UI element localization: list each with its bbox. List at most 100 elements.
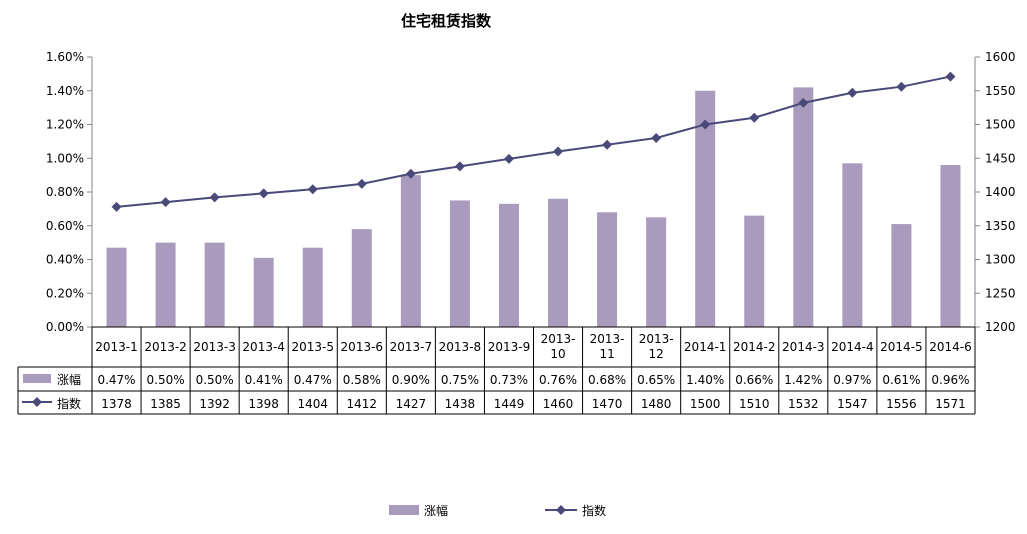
table-cell-change: 0.50% <box>147 373 185 387</box>
table-cell-change: 0.76% <box>539 373 577 387</box>
legend-label: 指数 <box>582 503 606 518</box>
index-marker-2014-2 <box>749 112 760 123</box>
right-axis-tick-label: 1250 <box>985 286 1016 300</box>
table-cell-change: 0.61% <box>882 373 920 387</box>
table-cell-index: 1500 <box>690 397 721 411</box>
table-cell-change: 0.41% <box>245 373 283 387</box>
left-axis-tick-label: 0.80% <box>46 185 84 199</box>
table-cell-change: 1.42% <box>784 373 822 387</box>
x-tick-label: 2014-1 <box>684 340 727 354</box>
bar-2013-9 <box>498 203 519 327</box>
x-tick-label: 2013-7 <box>390 340 433 354</box>
index-marker-2013-7 <box>405 168 416 179</box>
index-marker-2014-1 <box>700 119 711 130</box>
x-tick-label: 2014-3 <box>782 340 825 354</box>
index-marker-2014-6 <box>945 71 956 82</box>
table-legend-line-marker <box>32 397 42 407</box>
bar-2014-2 <box>744 215 765 327</box>
right-axis-tick-label: 1400 <box>985 185 1016 199</box>
left-axis-tick-label: 1.20% <box>46 118 84 132</box>
bar-2014-5 <box>891 224 912 327</box>
legend-label: 涨幅 <box>424 503 448 518</box>
x-tick-label: 2013- <box>639 332 674 346</box>
left-axis-tick-label: 1.40% <box>46 84 84 98</box>
table-row-label: 涨幅 <box>57 372 81 387</box>
table-cell-index: 1427 <box>396 397 427 411</box>
right-axis-tick-label: 1350 <box>985 219 1016 233</box>
x-tick-label: 2013-1 <box>95 340 138 354</box>
table-cell-change: 0.68% <box>588 373 626 387</box>
table-cell-change: 0.73% <box>490 373 528 387</box>
index-marker-2013-6 <box>356 178 367 189</box>
x-tick-label: 2013-2 <box>144 340 187 354</box>
index-marker-2013-3 <box>209 192 220 203</box>
bar-2014-4 <box>842 163 863 327</box>
table-cell-index: 1470 <box>592 397 623 411</box>
bar-2013-12 <box>646 217 667 327</box>
index-line <box>116 75 951 208</box>
bar-2014-3 <box>793 87 814 327</box>
bar-2013-1 <box>106 247 127 327</box>
index-marker-2013-8 <box>454 161 465 172</box>
right-axis-tick-label: 1600 <box>985 50 1016 64</box>
right-axis-tick-label: 1450 <box>985 151 1016 165</box>
table-cell-change: 0.65% <box>637 373 675 387</box>
table-cell-index: 1460 <box>543 397 574 411</box>
left-axis-tick-label: 0.00% <box>46 320 84 334</box>
table-cell-index: 1385 <box>150 397 181 411</box>
x-tick-label: 2013-4 <box>242 340 285 354</box>
bar-2013-4 <box>253 257 274 327</box>
index-marker-2013-5 <box>307 184 318 195</box>
table-cell-change: 1.40% <box>686 373 724 387</box>
legend-line-marker <box>556 505 566 515</box>
table-cell-change: 0.75% <box>441 373 479 387</box>
table-cell-index: 1412 <box>347 397 378 411</box>
x-tick-label: 2013-5 <box>291 340 334 354</box>
x-tick-label: 2014-6 <box>929 340 972 354</box>
bar-2013-10 <box>548 198 569 327</box>
left-axis-tick-label: 0.40% <box>46 253 84 267</box>
table-cell-change: 0.58% <box>343 373 381 387</box>
bar-2013-7 <box>400 175 421 327</box>
table-cell-index: 1378 <box>101 397 132 411</box>
table-cell-change: 0.50% <box>196 373 234 387</box>
table-cell-index: 1480 <box>641 397 672 411</box>
bar-2013-11 <box>597 212 618 327</box>
x-tick-label: 11 <box>599 347 614 361</box>
left-axis-tick-label: 0.20% <box>46 286 84 300</box>
right-axis-tick-label: 1200 <box>985 320 1016 334</box>
right-axis-tick-label: 1500 <box>985 118 1016 132</box>
right-axis-tick-label: 1550 <box>985 84 1016 98</box>
table-cell-change: 0.90% <box>392 373 430 387</box>
x-tick-label: 2013-6 <box>341 340 384 354</box>
table-legend-bar-key <box>23 374 51 383</box>
table-cell-index: 1392 <box>199 397 230 411</box>
table-cell-change: 0.66% <box>735 373 773 387</box>
x-tick-label: 2013- <box>590 332 625 346</box>
table-cell-index: 1547 <box>837 397 868 411</box>
index-marker-2014-5 <box>896 81 907 92</box>
table-cell-index: 1404 <box>297 397 328 411</box>
index-marker-2014-4 <box>847 87 858 98</box>
x-tick-label: 2014-4 <box>831 340 874 354</box>
bar-2013-2 <box>155 242 176 327</box>
table-cell-index: 1449 <box>494 397 525 411</box>
table-cell-index: 1556 <box>886 397 917 411</box>
table-cell-change: 0.47% <box>97 373 135 387</box>
index-marker-2013-12 <box>651 133 662 143</box>
x-tick-label: 2013-9 <box>488 340 531 354</box>
left-axis-tick-label: 1.00% <box>46 151 84 165</box>
table-cell-index: 1510 <box>739 397 770 411</box>
index-marker-2013-4 <box>258 188 269 199</box>
bar-2013-6 <box>351 229 372 327</box>
index-marker-2014-3 <box>798 97 809 108</box>
table-cell-change: 0.47% <box>294 373 332 387</box>
bar-2014-1 <box>695 90 716 327</box>
chart-title: 住宅租赁指数 <box>401 12 492 30</box>
index-marker-2013-11 <box>602 139 613 150</box>
table-row-label: 指数 <box>57 396 81 411</box>
left-axis-tick-label: 0.60% <box>46 219 84 233</box>
table-cell-index: 1398 <box>248 397 279 411</box>
